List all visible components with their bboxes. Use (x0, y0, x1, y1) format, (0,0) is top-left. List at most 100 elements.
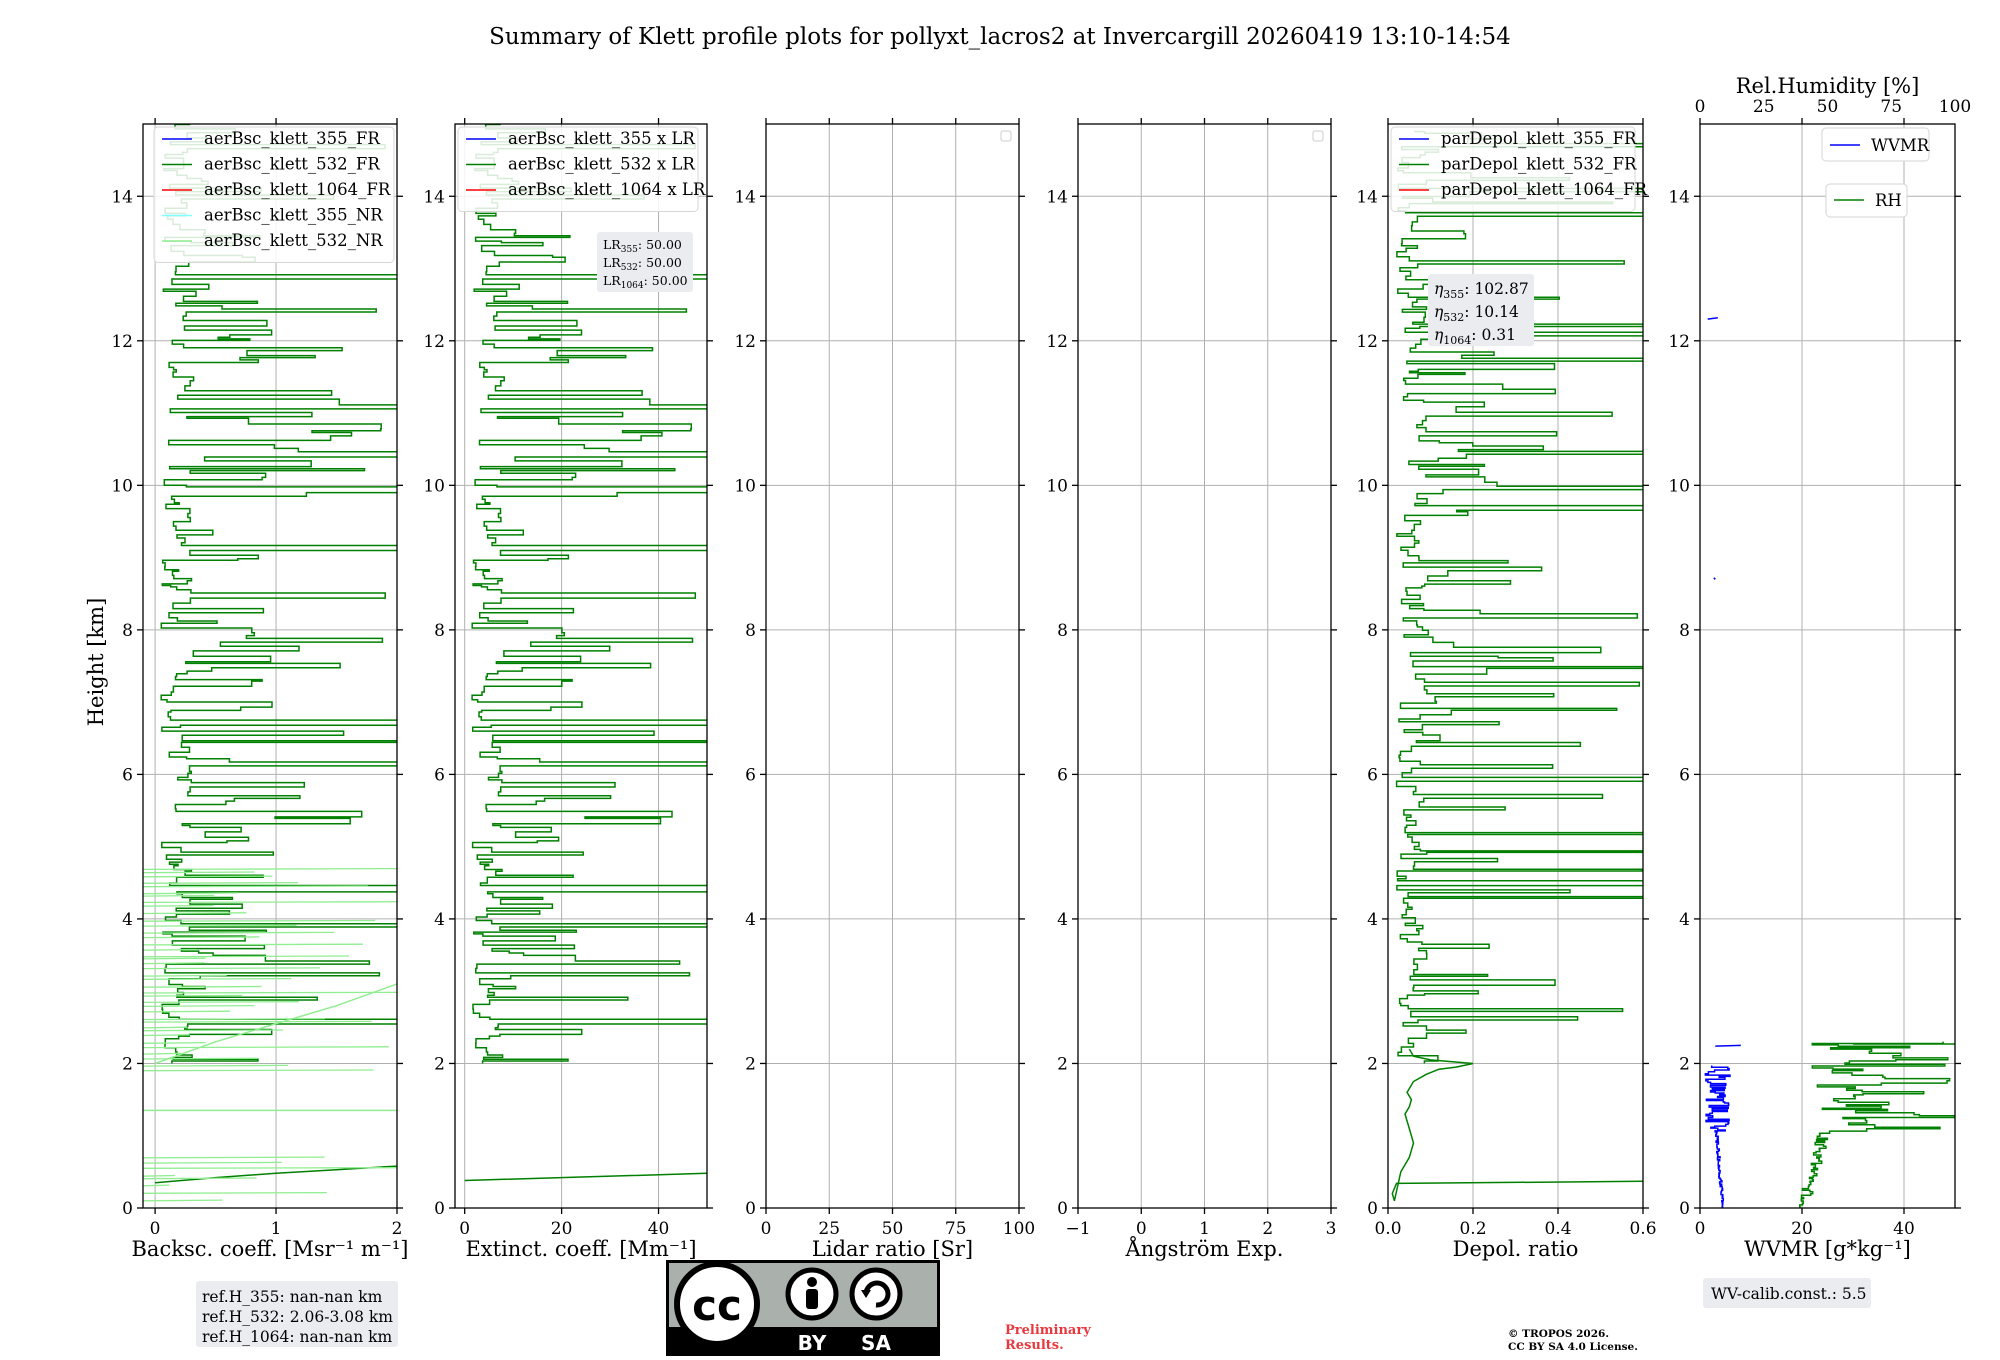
legend-label: aerBsc_klett_532_NR (204, 231, 383, 250)
y-tick-label: 12 (1356, 332, 1378, 352)
x-axis-label: Backsc. coeff. [Msr⁻¹ m⁻¹] (132, 1237, 409, 1261)
series-hlines-aerBsc_klett_532_NR (143, 867, 397, 1202)
legend-label: aerBsc_klett_532 x LR (508, 155, 695, 174)
y-tick-label: 10 (1046, 476, 1068, 496)
legend: WVMR RH (1821, 127, 1930, 218)
y-tick-label: 12 (734, 332, 756, 352)
series-line-parDepol_klett_532_FR (1395, 130, 1643, 1064)
y-tick-label: 2 (1679, 1054, 1690, 1074)
x-tick-label: 40 (648, 1219, 670, 1239)
series-line-aerBsc_klett_532 x LR (464, 1172, 707, 1182)
x-tick-label: 0 (1695, 1219, 1706, 1239)
x-tick-label: 0 (459, 1219, 470, 1239)
series-line-aerBsc_klett_532_FR (160, 124, 397, 1064)
cc-sa-text: SA (861, 1331, 891, 1355)
wv-calib-text: WV-calib.const.: 5.5 (1711, 1285, 1867, 1303)
x-axis-label: WVMR [g*kg⁻¹] (1744, 1237, 1911, 1261)
y-tick-label: 4 (745, 910, 756, 930)
legend-box (1390, 126, 1636, 212)
y-tick-label: 12 (111, 332, 133, 352)
refh-355-text: ref.H_355: nan-nan km (202, 1288, 383, 1306)
y-tick-label: 14 (1356, 187, 1378, 207)
x-axis-label: Extinct. coeff. [Mm⁻¹] (465, 1237, 696, 1261)
x-tick-label: 20 (551, 1219, 573, 1239)
legend: parDepol_klett_355_FR parDepol_klett_532_… (1390, 126, 1648, 212)
legend-box-wvmr (1821, 127, 1930, 162)
x-tick-label: 3 (1326, 1219, 1337, 1239)
y-tick-label: 8 (1367, 621, 1378, 641)
y-tick-label: 4 (434, 910, 445, 930)
y-tick-label: 6 (122, 765, 133, 785)
eta-355-text: η355: 102.87 (1434, 280, 1529, 301)
legend-label: parDepol_klett_532_FR (1441, 155, 1637, 174)
eta-1064-text: η1064: 0.31 (1434, 326, 1516, 347)
y-tick-label: 0 (745, 1199, 756, 1219)
y-tick-label: 4 (1679, 910, 1690, 930)
legend-label: parDepol_klett_355_FR (1441, 129, 1637, 148)
x-tick-label: 40 (1893, 1219, 1915, 1239)
y-tick-label: 10 (111, 476, 133, 496)
refh-1064-text: ref.H_1064: nan-nan km (202, 1328, 393, 1346)
x-tick-label: 50 (882, 1219, 904, 1239)
sa-arrowhead-icon (861, 1290, 871, 1298)
y-tick-label: 4 (1367, 910, 1378, 930)
y-tick-label: 6 (434, 765, 445, 785)
legend-label-rh: RH (1875, 191, 1902, 210)
lidar-ratio-annotation: LR355: 50.00 LR532: 50.00 LR1064: 50.00 (597, 232, 693, 292)
lr-annotation-box (597, 232, 693, 292)
cc-by-text: BY (798, 1331, 827, 1355)
series-line-wvmr (1704, 1044, 1741, 1208)
preliminary-label-line2: Results. (1005, 1338, 1064, 1353)
legend-label: aerBsc_klett_355 x LR (508, 129, 695, 148)
x-tick-label: 0 (1136, 1219, 1147, 1239)
series-group (464, 124, 707, 1182)
y-tick-label: 6 (745, 765, 756, 785)
y-tick-label: 2 (434, 1054, 445, 1074)
x-axis-label: Ångström Exp. (1125, 1236, 1284, 1261)
y-axis-label: Height [km] (84, 598, 108, 727)
preliminary-label-line1: Preliminary (1005, 1323, 1091, 1338)
y-tick-label: 12 (1046, 332, 1068, 352)
wv-calib-bg (1703, 1278, 1871, 1308)
x-tick-label: 25 (818, 1219, 840, 1239)
lr-355-text: LR355: 50.00 (603, 237, 682, 255)
y-tick-label: 2 (1367, 1054, 1378, 1074)
y-tick-label: 10 (1668, 476, 1690, 496)
legend-label: aerBsc_klett_355_NR (204, 206, 383, 225)
series-line-aerBsc_klett_532 x LR (471, 124, 707, 1064)
y-tick-label: 2 (1057, 1054, 1068, 1074)
x-tick-label: 0 (150, 1219, 161, 1239)
y-tick-label: 14 (423, 187, 445, 207)
x-tick-label: 0.4 (1544, 1219, 1571, 1239)
y-tick-label: 12 (1668, 332, 1690, 352)
cc-circle-icon (674, 1261, 760, 1347)
top-x-tick-label: 25 (1753, 97, 1775, 117)
legend-label: parDepol_klett_1064_FR (1441, 180, 1648, 199)
x-tick-label: 0.0 (1374, 1219, 1401, 1239)
y-tick-label: 12 (423, 332, 445, 352)
eta-532-text: η532: 10.14 (1434, 303, 1519, 324)
series-line-WVMR (1707, 316, 1718, 320)
x-tick-label: 75 (945, 1219, 967, 1239)
x-tick-label: 0.6 (1629, 1219, 1656, 1239)
y-tick-label: 0 (434, 1199, 445, 1219)
legend-box (153, 126, 395, 263)
series-line-parDepol_klett_532_FR (1391, 1048, 1643, 1202)
x-tick-label: 100 (1003, 1219, 1035, 1239)
y-tick-label: 14 (1046, 187, 1068, 207)
y-tick-label: 0 (1367, 1199, 1378, 1219)
top-x-tick-label: 75 (1880, 97, 1902, 117)
x-axis-label: Lidar ratio [Sr] (812, 1237, 973, 1261)
y-tick-label: 10 (423, 476, 445, 496)
series-line-aerBsc_klett_532_FR (155, 1165, 397, 1184)
eta-annotation: η355: 102.87 η532: 10.14 η1064: 0.31 (1428, 274, 1534, 347)
series-group (143, 124, 397, 1202)
eta-annotation-box (1428, 274, 1534, 346)
cc-license-logo: cc BY SA (666, 1260, 940, 1356)
y-tick-label: 0 (1679, 1199, 1690, 1219)
series-group (1704, 316, 1955, 1208)
y-tick-label: 10 (1356, 476, 1378, 496)
